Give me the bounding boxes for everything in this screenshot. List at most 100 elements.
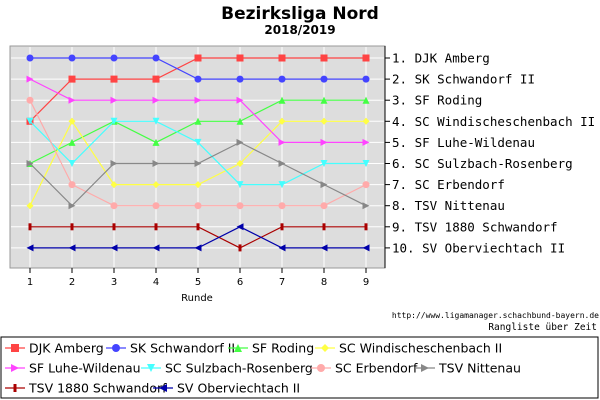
data-point [194, 160, 202, 167]
legend-item: SK Schwandorf II [106, 341, 235, 356]
x-tick-label: 8 [321, 277, 327, 288]
data-point [194, 138, 202, 146]
rank-label: 6. SC Sulzbach-Rosenberg [392, 156, 573, 171]
data-point [194, 75, 202, 83]
data-point [236, 181, 244, 189]
data-point [196, 223, 200, 231]
legend-item: SF Roding [228, 341, 314, 356]
rank-label: 1. DJK Amberg [392, 51, 490, 66]
data-point [26, 244, 34, 252]
data-point [70, 223, 74, 231]
data-point [152, 54, 160, 62]
data-point [236, 117, 244, 125]
data-point [110, 75, 118, 83]
data-point [362, 96, 370, 104]
source-url: http://www.ligamanager.schachbund-bayern… [392, 311, 599, 320]
rank-label: 2. SK Schwandorf II [392, 72, 535, 87]
data-point [362, 138, 370, 146]
data-point [320, 117, 328, 125]
data-point [194, 96, 202, 104]
data-point [320, 244, 328, 252]
legend-item: TSV 1880 Schwandorf [5, 381, 167, 396]
legend-item: SC Sulzbach-Rosenberg [141, 361, 313, 376]
x-tick-label: 7 [279, 277, 285, 288]
data-point [152, 117, 160, 125]
data-point [13, 384, 17, 392]
data-point [278, 75, 286, 83]
x-tick-label: 2 [69, 277, 75, 288]
data-point [362, 160, 370, 167]
data-point [68, 160, 76, 167]
x-tick-label: 5 [195, 277, 201, 288]
rank-axis: 1. DJK Amberg 2. SK Schwandorf II 3. SF Ro… [384, 46, 595, 268]
rank-label: 5. SF Luhe-Wildenau [392, 135, 535, 150]
data-point [194, 181, 202, 189]
data-point [320, 160, 328, 167]
data-point [321, 344, 329, 352]
series-lines [26, 54, 370, 252]
data-point [152, 244, 160, 252]
rank-label: 4. SC Windischeschenbach II [392, 114, 595, 129]
legend-label: SC Windischeschenbach II [339, 341, 502, 356]
data-point [421, 364, 429, 372]
data-point [68, 54, 76, 62]
data-point [320, 181, 328, 189]
data-point [320, 75, 328, 83]
data-point [236, 75, 244, 83]
rank-label: 10. SV Oberviechtach II [392, 240, 565, 255]
data-point [110, 202, 118, 210]
data-point [152, 96, 160, 104]
legend-label: TSV Nittenau [438, 361, 521, 376]
data-point [236, 96, 244, 104]
data-point [152, 138, 160, 146]
data-point [278, 202, 286, 210]
data-point [236, 138, 244, 146]
data-point [110, 54, 118, 62]
data-point [11, 344, 19, 352]
data-point [154, 223, 158, 231]
series-sc-windischeschenbach-ii [26, 117, 370, 210]
data-point [362, 54, 370, 62]
data-point [110, 117, 118, 125]
data-point [68, 117, 76, 125]
data-point [238, 244, 242, 252]
data-point [194, 244, 202, 252]
data-point [320, 96, 328, 104]
data-point [112, 223, 116, 231]
data-point [68, 181, 76, 189]
data-point [68, 244, 76, 252]
x-tick-label: 9 [363, 277, 369, 288]
legend-label: SK Schwandorf II [130, 341, 235, 356]
legend-label: SC Sulzbach-Rosenberg [165, 361, 313, 376]
data-point [280, 223, 284, 231]
data-point [26, 117, 34, 125]
data-point [110, 244, 118, 252]
data-point [68, 202, 76, 210]
data-point [234, 344, 242, 352]
data-point [152, 75, 160, 83]
data-point [362, 75, 370, 83]
legend-label: TSV 1880 Schwandorf [28, 381, 167, 396]
data-point [68, 75, 76, 83]
data-point [236, 223, 244, 231]
x-axis-title: Runde [181, 293, 213, 304]
data-point [320, 138, 328, 146]
data-point [194, 202, 202, 210]
rank-label: 8. TSV Nittenau [392, 198, 505, 213]
chart-title: Bezirksliga Nord [221, 4, 379, 24]
data-point [194, 54, 202, 62]
legend-item: SC Windischeschenbach II [315, 341, 502, 356]
series-tsv-1880-schwandorf [28, 223, 368, 252]
data-point [236, 202, 244, 210]
data-point [110, 181, 118, 189]
legend-item: SC Erbendorf [311, 361, 418, 376]
legend-label: SF Roding [252, 341, 314, 356]
legend-box [0, 336, 599, 399]
legend-item: SV Oberviechtach II [153, 381, 300, 396]
data-point [147, 364, 155, 372]
x-axis: 1 2 3 4 5 6 7 8 9 [27, 268, 369, 288]
data-point [110, 96, 118, 104]
series-tsv-nittenau [26, 138, 370, 210]
legend: DJK Amberg SK Schwandorf II SF Roding SC Wi… [5, 341, 521, 396]
